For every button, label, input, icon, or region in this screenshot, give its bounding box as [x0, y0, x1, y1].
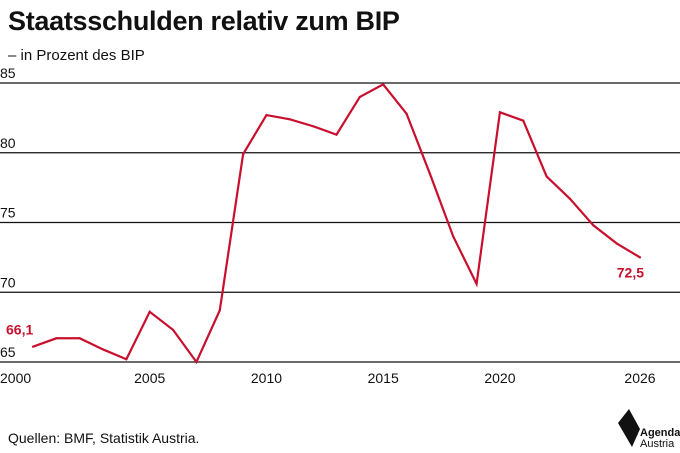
- data-label-0: 66,1: [6, 322, 33, 338]
- x-tick-label-2010: 2010: [251, 370, 282, 386]
- data-point-2024: [592, 224, 595, 227]
- chart-title: Staatsschulden relativ zum BIP: [8, 6, 400, 36]
- data-point-2002: [78, 337, 81, 340]
- data-point-2003: [101, 348, 105, 351]
- data-point-2004: [125, 358, 128, 361]
- x-tick-label-2000: 2000: [0, 370, 31, 386]
- y-tick-label-75: 75: [0, 205, 16, 221]
- data-point-2009: [242, 153, 245, 156]
- data-point-2023: [568, 197, 572, 200]
- y-tick-label-80: 80: [0, 135, 16, 151]
- data-point-2010: [265, 113, 268, 117]
- y-tick-label-70: 70: [0, 274, 16, 290]
- data-point-2026: [638, 256, 642, 259]
- data-point-2013: [335, 133, 338, 136]
- agenda-austria-logo-icon: [618, 409, 640, 447]
- data-point-2014: [358, 95, 361, 99]
- y-tick-label-85: 85: [0, 65, 16, 81]
- data-label-1: 72,5: [617, 264, 644, 280]
- x-tick-label-2005: 2005: [134, 370, 165, 386]
- series-line-0: [32, 82, 641, 365]
- x-tick-label-2020: 2020: [484, 370, 515, 386]
- y-tick-label-65: 65: [0, 344, 16, 360]
- data-point-2000: [31, 345, 35, 348]
- data-point-2019: [475, 282, 478, 285]
- data-point-2016: [405, 112, 408, 115]
- data-point-2015: [382, 83, 385, 86]
- data-point-2017: [428, 172, 431, 175]
- data-point-2021: [522, 119, 525, 122]
- x-tick-label-2015: 2015: [368, 370, 399, 386]
- data-point-2005: [148, 310, 151, 313]
- logo-wordmark: Agenda Austria: [640, 428, 680, 450]
- chart-subtitle: – in Prozent des BIP: [8, 47, 145, 64]
- data-point-2008: [218, 309, 221, 312]
- logo-line-2: Austria: [640, 438, 675, 450]
- data-point-2020: [498, 111, 502, 114]
- source-note: Quellen: BMF, Statistik Austria.: [8, 430, 200, 446]
- data-point-2022: [545, 175, 548, 178]
- data-point-2006: [171, 328, 175, 332]
- logo-line-1: Agenda: [640, 427, 680, 439]
- data-point-2007: [195, 360, 198, 364]
- x-tick-label-2026: 2026: [624, 370, 655, 386]
- data-point-2018: [452, 235, 455, 238]
- data-point-2025: [615, 242, 618, 245]
- data-point-2012: [312, 125, 315, 128]
- data-point-2001: [55, 337, 58, 340]
- data-point-2011: [288, 118, 291, 121]
